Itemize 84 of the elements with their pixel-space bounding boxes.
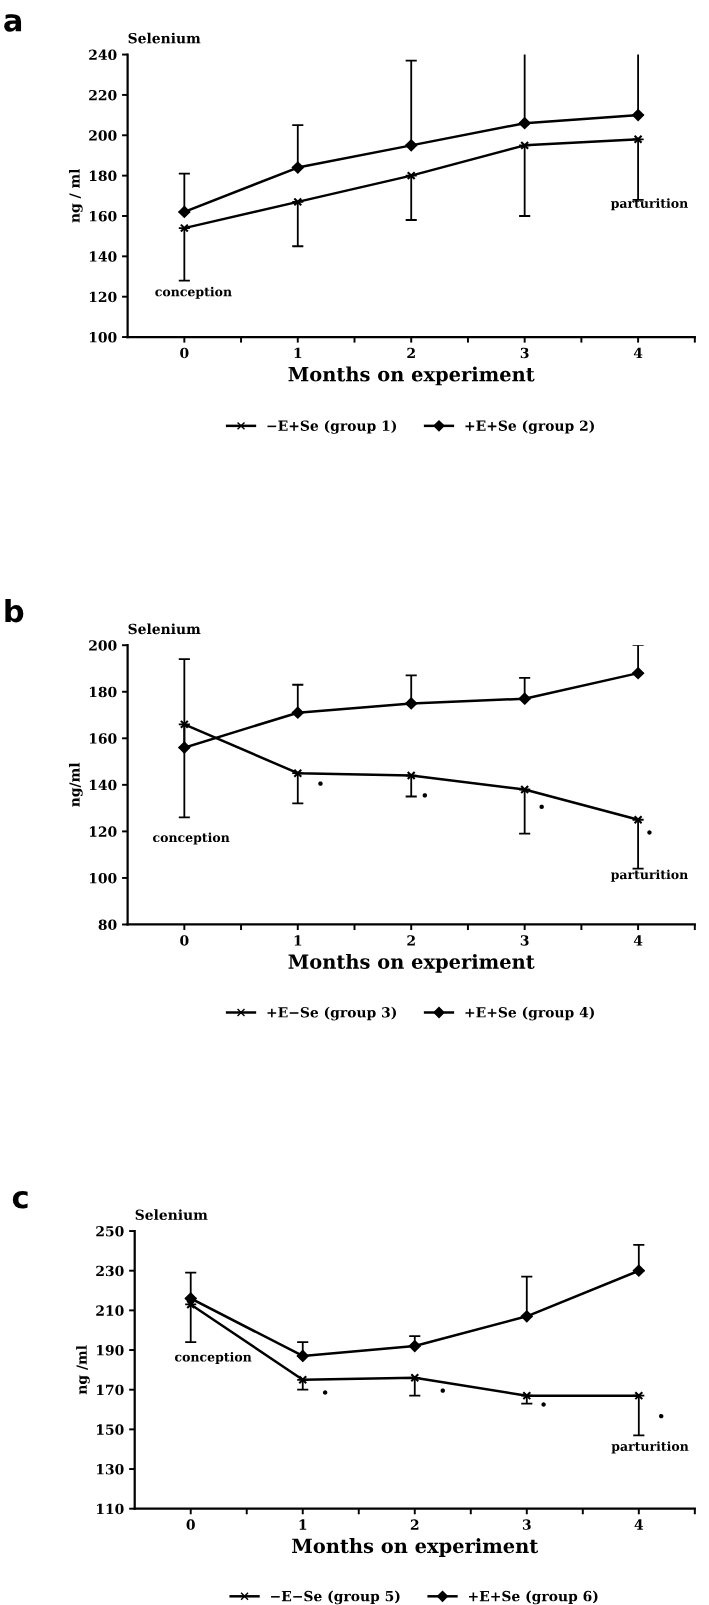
y-tick-label: 200 xyxy=(89,640,117,651)
y-tick-label: 160 xyxy=(89,733,117,744)
y-tick-label: 120 xyxy=(89,826,117,837)
annotation: • xyxy=(541,1402,546,1407)
y-tick-label: 230 xyxy=(96,1265,124,1277)
annotation: • xyxy=(440,1388,445,1393)
x-tick-label: 4 xyxy=(633,347,643,359)
annotation: parturition xyxy=(610,869,688,882)
x-tick-label: 3 xyxy=(522,1519,531,1530)
y-tick-label: 140 xyxy=(89,779,117,791)
point xyxy=(634,1391,644,1401)
annotation: conception xyxy=(155,286,232,299)
y-axis-title: ng /ml xyxy=(76,1345,90,1395)
x-tick-label: 4 xyxy=(634,1519,644,1530)
annotation: • xyxy=(318,781,323,786)
chart-subtitle: Selenium xyxy=(128,623,201,635)
annotation: • xyxy=(422,793,428,798)
chart-title: c xyxy=(12,1190,28,1209)
x-tick-label: 4 xyxy=(633,935,643,946)
y-tick-label: 180 xyxy=(89,686,117,698)
point xyxy=(520,784,530,795)
legend-label: +E+Se (group 4) xyxy=(465,1006,594,1021)
chart-subtitle: Selenium xyxy=(135,1209,208,1221)
y-tick-label: 160 xyxy=(89,210,117,222)
annotation: parturition xyxy=(610,198,688,211)
x-axis-title: Months on experiment xyxy=(292,1538,539,1557)
x-tick-label: 2 xyxy=(407,935,415,946)
chart-subtitle: Selenium xyxy=(128,32,201,44)
y-tick-label: 120 xyxy=(89,291,117,303)
x-tick-label: 2 xyxy=(407,347,415,359)
x-tick-label: 3 xyxy=(520,347,529,359)
y-tick-label: 150 xyxy=(97,1424,124,1435)
x-tick-label: 1 xyxy=(294,935,302,946)
legend-label: +E+Se (group 6) xyxy=(469,1590,598,1605)
x-tick-label: 1 xyxy=(299,1519,307,1530)
legend-label: +E−Se (group 3) xyxy=(267,1006,397,1021)
y-tick-label: 100 xyxy=(89,872,117,884)
y-tick-label: 100 xyxy=(89,332,117,343)
legend-label: −E−Se (group 5) xyxy=(271,1590,400,1605)
chart-title: a xyxy=(4,14,22,32)
x-tick-label: 1 xyxy=(294,347,302,359)
point xyxy=(410,1373,420,1383)
y-tick-label: 180 xyxy=(89,170,117,182)
point xyxy=(179,223,189,233)
point xyxy=(293,768,303,778)
y-tick-label: 250 xyxy=(96,1226,124,1237)
point xyxy=(293,197,303,207)
point xyxy=(179,719,189,729)
x-tick-label: 2 xyxy=(410,1519,419,1530)
legend-label: +E+Se (group 2) xyxy=(465,420,594,434)
annotation: • xyxy=(539,804,544,810)
point xyxy=(406,771,416,781)
y-tick-label: 170 xyxy=(97,1384,124,1396)
annotation: conception xyxy=(174,1351,252,1364)
y-tick-label: 80 xyxy=(98,919,117,930)
x-tick-label: 3 xyxy=(520,935,529,946)
y-tick-label: 220 xyxy=(89,89,117,101)
chart-title: b xyxy=(5,598,24,623)
point xyxy=(520,140,530,150)
point xyxy=(633,134,643,144)
y-axis-title: ng / ml xyxy=(69,168,83,223)
y-tick-label: 130 xyxy=(97,1464,124,1475)
annotation: • xyxy=(659,1413,664,1419)
y-tick-label: 190 xyxy=(97,1345,124,1356)
legend-label: −E+Se (group 1) xyxy=(267,420,397,434)
point xyxy=(298,1375,308,1385)
x-axis-title: Months on experiment xyxy=(288,953,535,973)
point xyxy=(633,815,643,825)
x-tick-label: 0 xyxy=(180,935,189,946)
x-tick-label: 0 xyxy=(180,347,189,359)
point xyxy=(522,1391,532,1401)
y-tick-label: 200 xyxy=(89,130,117,141)
annotation: parturition xyxy=(611,1441,689,1454)
annotation: conception xyxy=(153,832,230,845)
y-tick-label: 240 xyxy=(89,49,117,61)
point xyxy=(406,171,416,181)
annotation: • xyxy=(647,830,652,835)
y-tick-label: 210 xyxy=(96,1305,124,1316)
y-tick-label: 140 xyxy=(89,251,117,262)
x-tick-label: 0 xyxy=(186,1519,195,1530)
x-axis-title: Months on experiment xyxy=(288,366,535,386)
annotation: • xyxy=(322,1390,328,1395)
y-axis-title: ng/ml xyxy=(69,762,83,807)
y-tick-label: 110 xyxy=(97,1503,124,1515)
